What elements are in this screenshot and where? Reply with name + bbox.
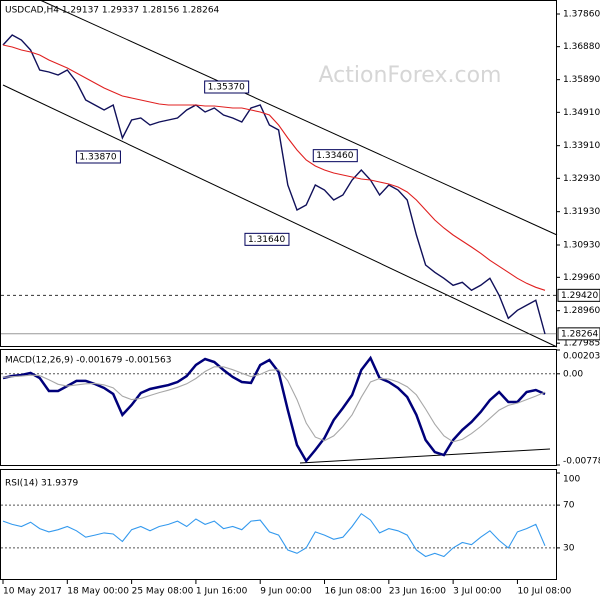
x-tick-label: 25 May 08:00 bbox=[132, 587, 194, 597]
series-line bbox=[2, 366, 546, 443]
annotation-box bbox=[75, 150, 121, 164]
rsi-frame bbox=[0, 469, 557, 580]
y-tick-label: 1.28960 bbox=[563, 306, 600, 316]
annotation-label: 1.33460 bbox=[316, 151, 353, 161]
series-line bbox=[2, 44, 546, 291]
y-tick-label: 1.30930 bbox=[563, 241, 600, 251]
y-tick-label: 1.36880 bbox=[563, 42, 600, 52]
y-tick-label: 1.37860 bbox=[563, 10, 600, 20]
x-tick-label: 23 Jun 16:00 bbox=[389, 587, 446, 597]
macd-trendline bbox=[299, 448, 551, 464]
annotation-label: 1.33870 bbox=[79, 153, 116, 163]
watermark: ActionForex.com bbox=[319, 63, 502, 88]
x-tick-label: 1 Jun 16:00 bbox=[196, 587, 248, 597]
price-frame bbox=[0, 0, 557, 347]
y-tick-label: 1.32930 bbox=[563, 174, 600, 184]
y-tick-label: 70 bbox=[563, 501, 575, 511]
x-tick-label: 10 Jul 08:00 bbox=[517, 587, 571, 597]
annotation-box bbox=[204, 80, 250, 94]
price-label: 1.29420 bbox=[561, 291, 598, 301]
y-tick-label: 1.35890 bbox=[563, 75, 600, 85]
x-tick-label: 16 Jun 08:00 bbox=[325, 587, 382, 597]
price-label: 1.28264 bbox=[561, 329, 598, 339]
x-tick-label: 9 Jun 00:00 bbox=[260, 587, 312, 597]
x-tick-label: 10 May 2017 bbox=[3, 587, 62, 597]
panel-title: MACD(12,26,9) -0.001679 -0.001563 bbox=[5, 356, 171, 366]
price-label-box bbox=[557, 288, 600, 302]
series-line bbox=[2, 512, 546, 558]
y-tick-label: 1.31930 bbox=[563, 207, 600, 217]
annotation-box bbox=[312, 149, 358, 163]
annotation-box bbox=[244, 232, 290, 246]
y-tick-label: 1.34910 bbox=[563, 108, 600, 118]
y-tick-label: 0.00 bbox=[563, 369, 583, 379]
y-tick-label: 100 bbox=[563, 475, 580, 485]
panel-title: USDCAD,H4 1.29137 1.29337 1.28156 1.2826… bbox=[5, 6, 220, 16]
macd-frame bbox=[0, 349, 557, 466]
panel-title: RSI(14) 31.9379 bbox=[5, 479, 78, 489]
y-tick-label: 0.00203 bbox=[563, 352, 600, 362]
y-tick-label: -0.00778 bbox=[563, 457, 600, 467]
series-line bbox=[2, 34, 546, 335]
y-tick-label: 1.27985 bbox=[563, 339, 600, 349]
x-tick-label: 18 May 00:00 bbox=[67, 587, 129, 597]
price-label-box bbox=[557, 327, 600, 341]
annotation-label: 1.31640 bbox=[248, 235, 285, 245]
channel-upper bbox=[39, 0, 558, 236]
y-tick-label: 30 bbox=[563, 543, 575, 553]
annotation-label: 1.35370 bbox=[208, 83, 245, 93]
y-tick-label: 1.29960 bbox=[563, 273, 600, 283]
channel-lower bbox=[2, 84, 558, 348]
x-tick-label: 3 Jul 00:00 bbox=[453, 587, 502, 597]
y-tick-label: 1.33910 bbox=[563, 141, 600, 151]
